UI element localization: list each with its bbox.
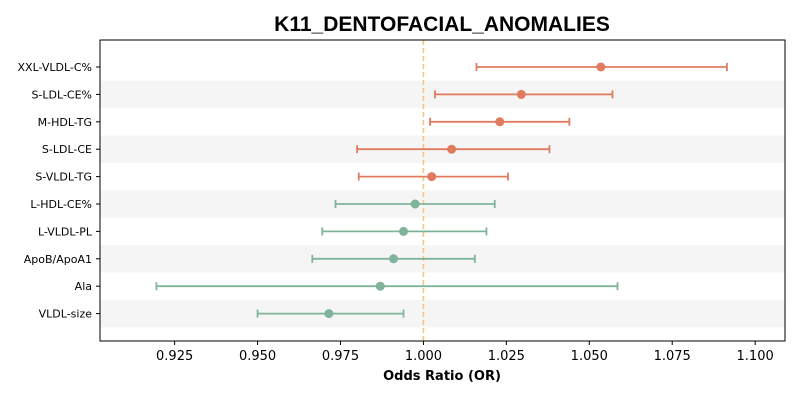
x-tick-label: 0.950 [239, 349, 276, 364]
x-tick-label: 1.100 [737, 349, 774, 364]
y-axis: XXL-VLDL-C% S-LDL-CE% M-HDL-TG S-LDL-CE S-VL… [18, 61, 100, 321]
x-axis: 0.925 0.950 0.975 1.000 1.025 1.050 1.075 1.100 [156, 341, 774, 364]
y-tick-label: VLDL-size [39, 308, 93, 321]
y-tick-label: XXL-VLDL-C% [18, 61, 93, 74]
x-axis-title: Odds Ratio (OR) [383, 369, 501, 384]
x-tick-label: 1.025 [488, 349, 525, 364]
or-point [447, 144, 457, 154]
y-tick-label: L-HDL-CE% [30, 198, 92, 211]
plot-frame [99, 39, 786, 342]
y-tick-label: S-VLDL-TG [35, 171, 92, 184]
y-tick-label: Ala [75, 280, 92, 293]
x-tick-label: 1.075 [654, 349, 691, 364]
or-point [495, 117, 505, 127]
or-point [375, 281, 385, 291]
y-tick-label: S-LDL-CE% [31, 88, 92, 101]
or-point [399, 226, 409, 236]
y-tick-label: L-VLDL-PL [38, 225, 93, 238]
or-point [596, 62, 606, 72]
x-tick-label: 0.975 [322, 349, 359, 364]
or-point [324, 309, 334, 319]
estimate-series [155, 62, 728, 319]
y-tick-label: M-HDL-TG [38, 116, 92, 129]
y-tick-label: ApoB/ApoA1 [24, 253, 92, 266]
x-tick-label: 0.925 [156, 349, 193, 364]
chart-title: K11_DENTOFACIAL_ANOMALIES [274, 13, 610, 36]
or-point [410, 199, 420, 209]
row-band [100, 299, 785, 328]
x-tick-label: 1.050 [571, 349, 608, 364]
y-tick-label: S-LDL-CE [42, 143, 92, 156]
or-point [516, 89, 526, 99]
or-point [389, 254, 399, 264]
or-point [427, 172, 437, 182]
x-tick-label: 1.000 [405, 349, 442, 364]
